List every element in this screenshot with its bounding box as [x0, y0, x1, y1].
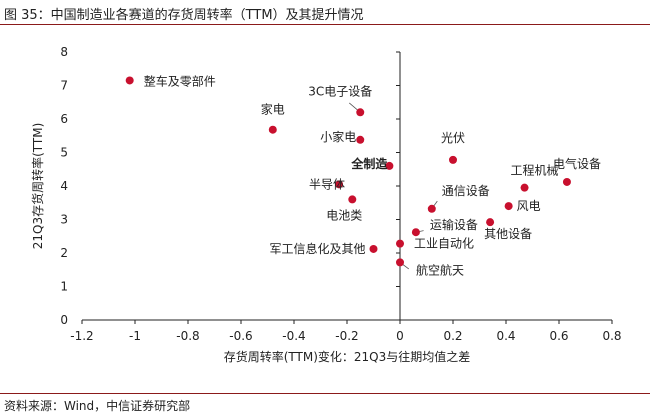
y-tick-label: 4 — [60, 179, 68, 193]
data-point — [504, 202, 513, 211]
point-label: 工程机械 — [511, 163, 559, 178]
point-label: 全制造 — [350, 156, 388, 171]
x-tick-label: -0.6 — [229, 329, 252, 343]
y-tick-label: 8 — [60, 45, 68, 59]
point-label: 军工信息化及其他 — [269, 241, 365, 256]
data-point — [356, 108, 365, 117]
y-axis-label: 21Q3存货周转率(TTM) — [30, 123, 45, 250]
data-point — [449, 155, 457, 164]
data-point — [562, 177, 571, 186]
x-tick-label: 0 — [396, 329, 404, 343]
x-tick-label: -1 — [129, 329, 141, 343]
x-tick-label: -0.2 — [335, 329, 358, 343]
data-point — [268, 125, 277, 134]
top-divider — [0, 24, 650, 25]
y-tick-label: 1 — [60, 280, 68, 294]
bottom-divider — [0, 393, 650, 394]
y-tick-label: 0 — [60, 313, 68, 327]
point-label: 3C电子设备 — [308, 84, 372, 98]
point-label: 运输设备 — [430, 217, 478, 232]
data-point — [335, 180, 344, 189]
x-tick-label: -0.4 — [282, 329, 305, 343]
data-point — [385, 161, 394, 170]
point-label: 通信设备 — [442, 184, 490, 198]
point-label: 家电 — [261, 102, 285, 117]
x-tick-label: 0.2 — [443, 329, 462, 343]
source-note: 资料来源：Wind，中信证券研究部 — [4, 399, 191, 413]
y-tick-label: 7 — [60, 79, 68, 93]
page-title: 图 35：中国制造业各赛道的存货周转率（TTM）及其提升情况 — [4, 8, 364, 23]
y-tick-label: 3 — [60, 213, 68, 227]
data-points — [125, 76, 571, 267]
y-tick-label: 5 — [60, 146, 68, 160]
point-label: 风电 — [517, 199, 541, 213]
point-label: 航空航天 — [416, 262, 464, 277]
data-point — [411, 228, 420, 237]
data-point — [427, 204, 436, 213]
x-tick-label: 0.8 — [602, 329, 621, 343]
point-label: 电气设备 — [553, 156, 601, 171]
point-label: 工业自动化 — [414, 237, 474, 251]
chart-axes: -1.2 -1 -0.8 -0.6 -0.4 -0.2 0 0.2 0.4 0.6 0.8 0 1 2 3 4… — [60, 45, 621, 343]
data-point — [125, 76, 134, 85]
x-axis-label: 存货周转率(TTM)变化：21Q3与往期均值之差 — [224, 349, 471, 364]
data-point — [369, 244, 378, 253]
point-label: 整车及零部件 — [144, 73, 216, 88]
data-point — [396, 239, 404, 248]
point-label: 电池类 — [326, 208, 362, 222]
point-label: 光伏 — [441, 131, 465, 145]
point-label: 半导体 — [309, 177, 345, 191]
x-tick-label: -0.8 — [176, 329, 199, 343]
point-label: 小家电 — [320, 129, 356, 144]
x-tick-label: 0.6 — [549, 329, 568, 343]
x-tick-label: -1.2 — [70, 329, 93, 343]
data-point — [520, 183, 529, 192]
data-point — [396, 258, 404, 267]
x-tick-label: 0.4 — [496, 329, 515, 343]
data-point — [356, 135, 365, 144]
y-tick-label: 2 — [60, 246, 68, 260]
data-point — [486, 218, 495, 227]
y-tick-label: 6 — [60, 112, 68, 126]
point-label: 其他设备 — [484, 227, 532, 241]
data-point — [348, 195, 357, 204]
